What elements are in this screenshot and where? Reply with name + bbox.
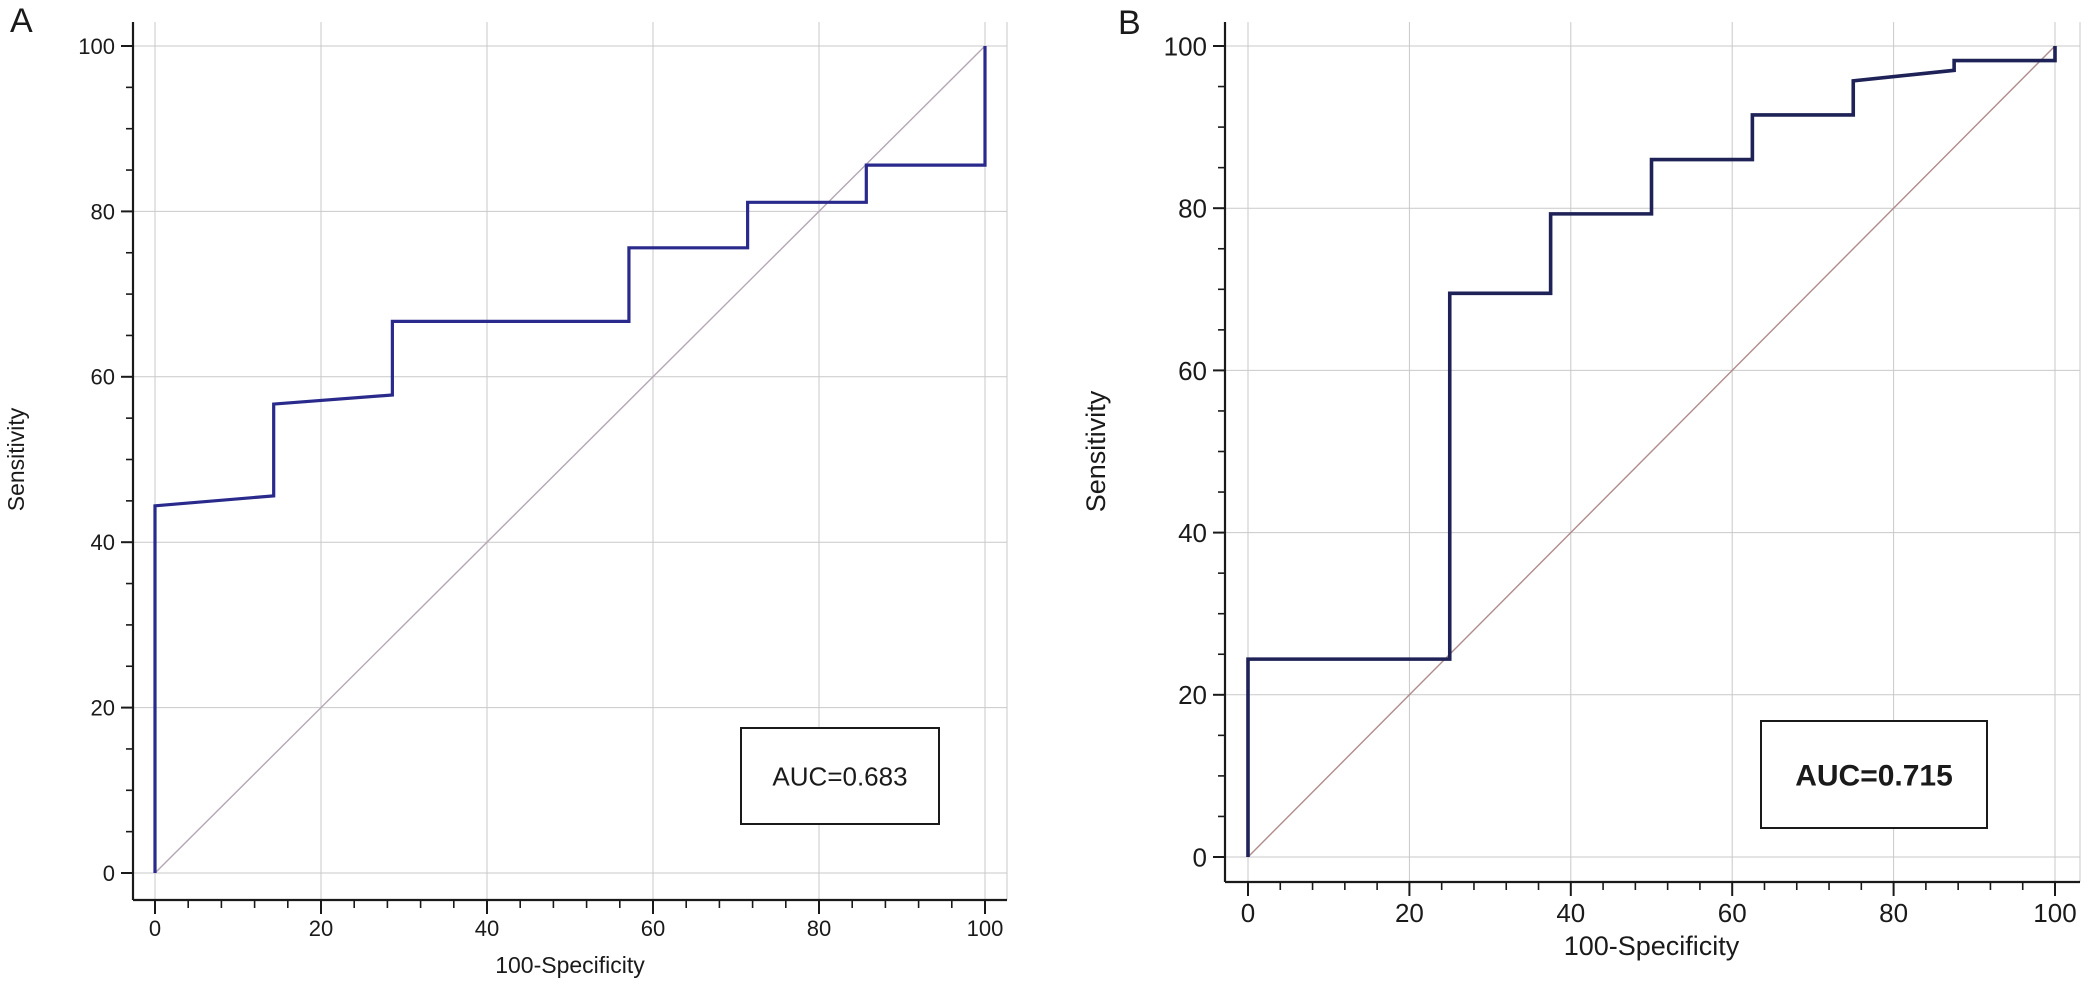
panel-b-reference-line (1247, 45, 2056, 858)
panel-b-auc-label: AUC=0.715 (1795, 759, 1953, 792)
panel-a-reference-line (154, 45, 986, 874)
panel-b-x-tick-label-0: 0 (1241, 898, 1255, 928)
panel-a-auc-box (740, 727, 940, 825)
panel-b-y-tick-label-0: 0 (1193, 842, 1207, 872)
panel-b-x-tick-label-3: 60 (1718, 898, 1747, 928)
panel-b-panel-label: B (1118, 4, 1141, 42)
panel-a-x-tick-label-3: 60 (641, 916, 665, 941)
panel-a-x-tick-label-5: 100 (967, 916, 1004, 941)
panel-b-x-axis-title: 100-Specificity (1564, 931, 1740, 961)
panel-b-y-axis-title: Sensitivity (1081, 390, 1111, 512)
panel-a-y-tick-label-3: 60 (91, 365, 115, 390)
panel-b-y-tick-label-5: 100 (1164, 31, 1207, 61)
panel-a-y-axis-title: Sensitivity (3, 407, 29, 511)
panel-a-y-tick-label-1: 20 (91, 696, 115, 721)
panel-b-y-tick-label-3: 60 (1178, 356, 1207, 386)
panel-b-y-tick-label-4: 80 (1178, 194, 1207, 224)
panel-b-roc-curve (1246, 46, 2057, 857)
panel-a-y-tick-label-4: 80 (91, 199, 115, 224)
panel-a-y-tick-label-2: 40 (91, 530, 115, 555)
panel-a-x-tick-label-0: 0 (149, 916, 161, 941)
panel-b-x-tick-label-2: 40 (1556, 898, 1585, 928)
panel-b-x-tick-label-1: 20 (1395, 898, 1424, 928)
panel-b-x-tick-label-5: 100 (2033, 898, 2076, 928)
panel-a-y-tick-label-0: 0 (103, 861, 115, 886)
panel-b-y-tick-label-1: 20 (1178, 680, 1207, 710)
panel-a-x-axis-title: 100-Specificity (495, 952, 645, 978)
panel-a-x-tick-label-4: 80 (807, 916, 831, 941)
panel-a-x-tick-label-1: 20 (309, 916, 333, 941)
panel-b-auc-box (1760, 720, 1988, 829)
panel-a-chart: 0 20 40 60 80 100 0 20 40 60 80 100 100-Specificity S… (3, 2, 1008, 978)
panel-a-roc-curve (153, 46, 987, 873)
panel-b-chart: 0 20 40 60 80 100 0 20 40 60 80 100 100-Specificity S… (1081, 4, 2081, 961)
panel-a-y-tick-label-5: 100 (78, 34, 115, 59)
panel-b-y-tick-label-2: 40 (1178, 518, 1207, 548)
panel-a-auc-label: AUC=0.683 (772, 761, 907, 791)
panel-a-panel-label: A (10, 2, 33, 40)
panel-a-x-tick-label-2: 40 (475, 916, 499, 941)
panel-b-x-tick-label-4: 80 (1879, 898, 1908, 928)
